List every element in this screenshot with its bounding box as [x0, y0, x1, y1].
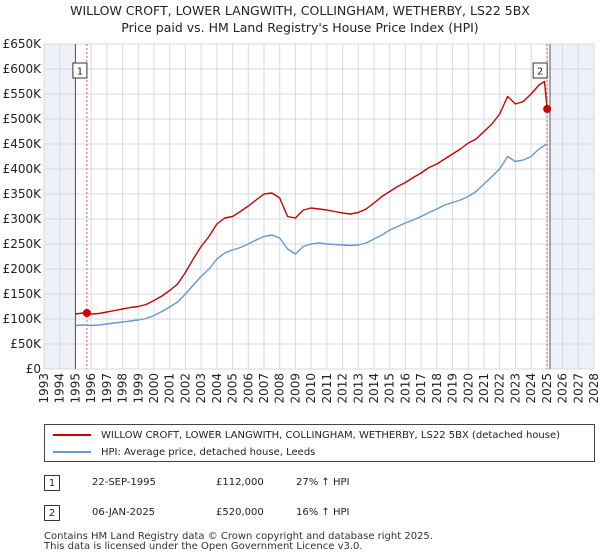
x-tick-label: 2026	[556, 373, 570, 404]
sale-row: 2 06-JAN-2025 £520,000 16% ↑ HPI	[44, 504, 594, 524]
y-tick-label: £550K	[3, 87, 43, 101]
y-tick-label: £450K	[3, 137, 43, 151]
x-tick-label: 2018	[430, 373, 444, 404]
sale-marker-label: 2	[537, 67, 543, 78]
chart-subtitle: Price paid vs. HM Land Registry's House …	[121, 20, 479, 35]
x-tick-label: 2028	[587, 373, 600, 404]
y-tick-label: £300K	[3, 212, 43, 226]
data-range-area	[75, 44, 550, 369]
x-tick-label: 2014	[367, 373, 381, 404]
sale-point	[543, 105, 552, 113]
x-tick-label: 2015	[383, 373, 397, 404]
x-tick-label: 2006	[241, 373, 255, 404]
x-tick-label: 1999	[131, 373, 145, 404]
x-tick-label: 1998	[116, 373, 130, 404]
y-tick-label: £600K	[3, 62, 43, 76]
sale-number: 1	[44, 475, 60, 491]
x-tick-label: 2027	[571, 373, 585, 404]
sale-hpi-change: 27% ↑ HPI	[296, 477, 350, 488]
x-tick-label: 1995	[68, 373, 82, 404]
legend-swatch-hpi	[53, 451, 91, 453]
x-tick-label: 2007	[257, 373, 271, 404]
price-chart: £0 £50K £100K £150K £200K £250K £300K £350K £400…	[3, 37, 600, 404]
x-tick-label: 2019	[446, 373, 460, 404]
legend-item-hpi: HPI: Average price, detached house, Leed…	[53, 444, 315, 460]
x-tick-label: 2012	[336, 373, 350, 404]
x-tick-label: 2001	[163, 373, 177, 404]
x-tick-label: 2017	[414, 373, 428, 404]
x-tick-label: 2024	[524, 373, 538, 404]
y-tick-label: £350K	[3, 187, 43, 201]
y-tick-label: £150K	[3, 287, 43, 301]
x-tick-label: 2003	[194, 373, 208, 404]
x-tick-label: 2000	[147, 373, 161, 404]
footer: Contains HM Land Registry data © Crown c…	[44, 532, 433, 552]
x-tick-label: 2013	[351, 373, 365, 404]
x-tick-label: 2004	[210, 373, 224, 404]
sale-hpi-change: 16% ↑ HPI	[296, 507, 350, 518]
x-tick-label: 1994	[53, 373, 67, 404]
y-tick-label: £50K	[10, 337, 42, 351]
legend-swatch-property	[53, 434, 91, 436]
y-tick-label: £0	[26, 362, 41, 376]
x-tick-label: 2011	[320, 373, 334, 404]
legend: WILLOW CROFT, LOWER LANGWITH, COLLINGHAM…	[44, 424, 595, 462]
x-tick-label: 2009	[288, 373, 302, 404]
x-tick-label: 2023	[508, 373, 522, 404]
x-tick-label: 1997	[100, 373, 114, 404]
sale-number: 2	[44, 505, 60, 521]
x-tick-label: 2005	[226, 373, 240, 404]
x-tick-label: 1993	[37, 373, 51, 404]
y-tick-label: £400K	[3, 162, 43, 176]
footer-licence: This data is licensed under the Open Gov…	[44, 541, 363, 552]
x-tick-label: 2020	[461, 373, 475, 404]
y-tick-label: £100K	[3, 312, 43, 326]
x-tick-label: 2008	[273, 373, 287, 404]
sale-point	[82, 309, 91, 317]
x-tick-label: 1996	[84, 373, 98, 404]
hpi-line	[75, 143, 548, 327]
x-tick-label: 2025	[540, 373, 554, 404]
sale-row: 1 22-SEP-1995 £112,000 27% ↑ HPI	[44, 474, 594, 494]
x-tick-label: 2021	[477, 373, 491, 404]
sale-price: £112,000	[216, 477, 264, 488]
y-tick-label: £500K	[3, 112, 43, 126]
sale-marker-box	[72, 62, 88, 79]
sale-marker-label: 1	[77, 67, 83, 78]
footer-copyright: Contains HM Land Registry data © Crown c…	[44, 531, 433, 542]
x-tick-label: 2002	[178, 373, 192, 404]
legend-label-hpi: HPI: Average price, detached house, Leed…	[101, 446, 316, 458]
y-tick-label: £200K	[3, 262, 43, 276]
property-price-line	[75, 80, 548, 315]
sale-date: 06-JAN-2025	[92, 507, 156, 518]
x-tick-label: 2022	[493, 373, 507, 404]
y-tick-label: £650K	[3, 37, 43, 51]
legend-item-property: WILLOW CROFT, LOWER LANGWITH, COLLINGHAM…	[53, 427, 560, 443]
legend-label-property: WILLOW CROFT, LOWER LANGWITH, COLLINGHAM…	[101, 429, 561, 441]
x-tick-label: 2010	[304, 373, 318, 404]
sale-date: 22-SEP-1995	[92, 477, 156, 488]
y-tick-label: £250K	[3, 237, 43, 251]
chart-title: WILLOW CROFT, LOWER LANGWITH, COLLINGHAM…	[70, 3, 530, 18]
x-tick-label: 2016	[398, 373, 412, 404]
sale-price: £520,000	[216, 507, 264, 518]
sale-marker-box	[532, 62, 548, 79]
